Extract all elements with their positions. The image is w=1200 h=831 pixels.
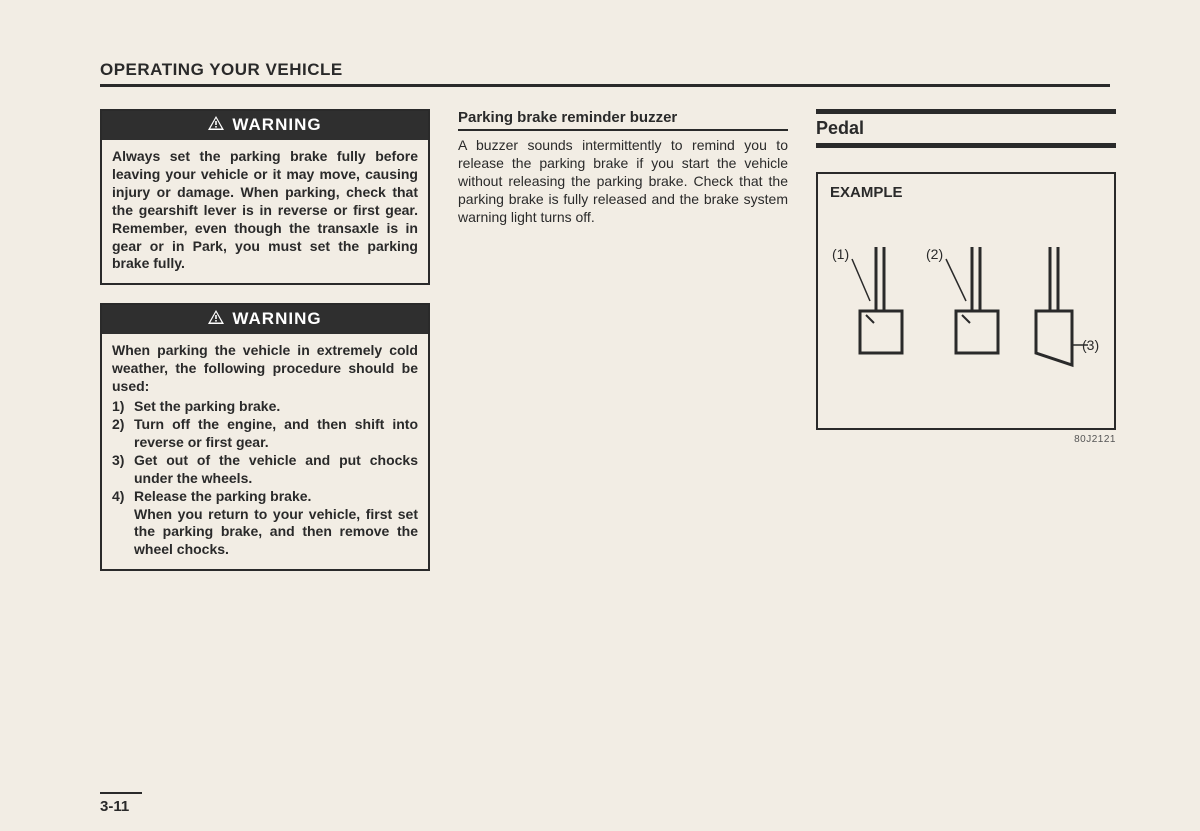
pedal-diagram: (1) (2) (830, 215, 1102, 415)
column-right: Pedal EXAMPLE (1) (816, 109, 1116, 589)
center-heading: Parking brake reminder buzzer (458, 109, 788, 131)
rule-top (816, 109, 1116, 114)
section-title: OPERATING YOUR VEHICLE (100, 60, 1110, 87)
diagram-label-2: (2) (926, 246, 943, 262)
warning-body-1: Always set the parking brake fully befor… (102, 140, 428, 283)
diagram-label-1: (1) (832, 246, 849, 262)
warning-header: WARNING (102, 305, 428, 334)
diagram-ref: 80J2121 (816, 430, 1116, 445)
page-number: 3-11 (100, 792, 142, 815)
center-body: A buzzer sounds intermittently to remind… (458, 137, 788, 227)
list-text: Get out of the vehicle and put chocks un… (134, 452, 418, 486)
warning-2-item: 4) Release the parking brake. When you ret… (112, 488, 418, 560)
manual-page: OPERATING YOUR VEHICLE WARNING Al (0, 0, 1200, 831)
rule-bottom (816, 143, 1116, 148)
pedal-title: Pedal (816, 118, 1116, 141)
column-left: WARNING Always set the parking brake ful… (100, 109, 430, 589)
list-number: 4) (112, 488, 124, 506)
warning-label: WARNING (232, 115, 321, 135)
example-label: EXAMPLE (830, 184, 1102, 201)
warning-2-list: 1) Set the parking brake. 2) Turn off the e… (112, 398, 418, 559)
diagram-label-3: (3) (1082, 337, 1099, 353)
warning-triangle-icon (208, 309, 224, 329)
example-box: EXAMPLE (1) (816, 172, 1116, 430)
column-center: Parking brake reminder buzzer A buzzer s… (458, 109, 788, 589)
warning-box-1: WARNING Always set the parking brake ful… (100, 109, 430, 285)
list-number: 3) (112, 452, 124, 470)
list-number: 1) (112, 398, 124, 416)
warning-2-item: 2) Turn off the engine, and then shift in… (112, 416, 418, 452)
list-text: Turn off the engine, and then shift into… (134, 416, 418, 450)
list-number: 2) (112, 416, 124, 434)
warning-body-2: When parking the vehicle in extremely co… (102, 334, 428, 569)
warning-2-item: 3) Get out of the vehicle and put chocks … (112, 452, 418, 488)
warning-2-item: 1) Set the parking brake. (112, 398, 418, 416)
list-text: Set the parking brake. (134, 398, 280, 414)
warning-header: WARNING (102, 111, 428, 140)
warning-triangle-icon (208, 115, 224, 135)
content-columns: WARNING Always set the parking brake ful… (100, 109, 1110, 589)
list-text: Release the parking brake. (134, 488, 311, 504)
warning-2-intro: When parking the vehicle in extremely co… (112, 342, 418, 394)
warning-box-2: WARNING When parking the vehicle in extr… (100, 303, 430, 571)
list-followup: When you return to your vehicle, first s… (134, 506, 418, 560)
warning-label: WARNING (232, 309, 321, 329)
